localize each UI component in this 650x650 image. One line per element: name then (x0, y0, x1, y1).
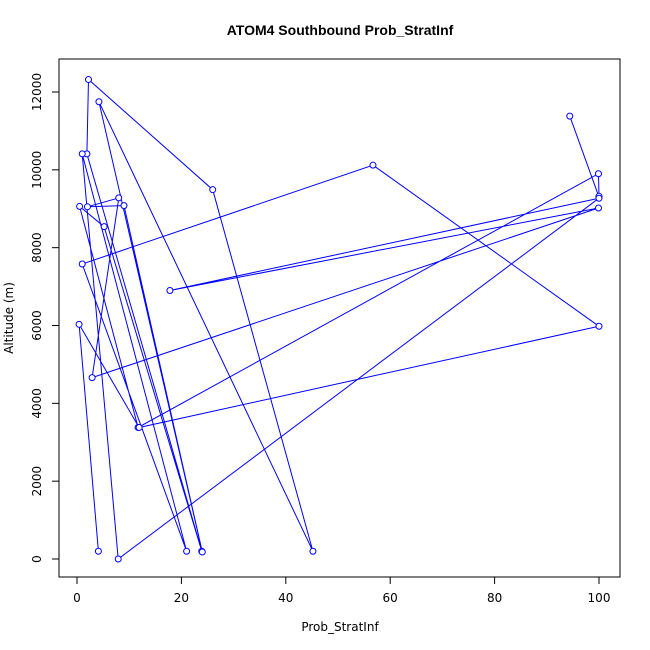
data-point (78, 150, 86, 158)
x-tick-label: 60 (383, 591, 398, 605)
series-line (78, 78, 601, 560)
x-axis: 0 20 40 60 80 100 (73, 576, 611, 605)
data-point (78, 260, 86, 268)
data-point (594, 170, 602, 178)
data-point (209, 186, 217, 194)
y-axis-label: Altitude (m) (2, 282, 16, 354)
data-point (369, 161, 377, 169)
data-point (76, 202, 84, 210)
data-point (84, 76, 92, 84)
data-point (595, 322, 603, 330)
data-point (75, 320, 83, 328)
x-tick-label: 40 (278, 591, 293, 605)
x-tick-label: 20 (174, 591, 189, 605)
y-tick-label: 6000 (30, 310, 44, 341)
data-point (120, 202, 128, 210)
plot-frame (58, 58, 621, 578)
y-tick-label: 4000 (30, 388, 44, 419)
data-point (83, 203, 91, 211)
data-point (183, 547, 191, 555)
data-point (166, 286, 174, 294)
x-axis-label: Prob_StratInf (301, 620, 379, 634)
series-layer (75, 76, 603, 563)
data-point (594, 204, 602, 212)
data-point (95, 98, 103, 106)
data-point (94, 547, 102, 555)
y-tick-label: 12000 (30, 73, 44, 111)
x-tick-label: 100 (588, 591, 611, 605)
x-tick-label: 0 (73, 591, 81, 605)
data-point (595, 194, 603, 202)
data-point (88, 374, 96, 382)
chart-title: ATOM4 Southbound Prob_StratInf (227, 22, 454, 38)
y-tick-label: 10000 (30, 151, 44, 189)
data-point (115, 194, 123, 202)
data-point (566, 112, 574, 120)
data-point (309, 547, 317, 555)
y-tick-label: 8000 (30, 232, 44, 263)
x-tick-label: 80 (487, 591, 502, 605)
y-tick-label: 0 (30, 555, 44, 563)
y-axis: 0 2000 4000 6000 8000 10000 12000 (30, 73, 60, 563)
data-point (135, 423, 143, 431)
data-point (198, 548, 206, 556)
y-tick-label: 2000 (30, 466, 44, 497)
data-point (114, 555, 122, 563)
data-point (100, 223, 108, 231)
